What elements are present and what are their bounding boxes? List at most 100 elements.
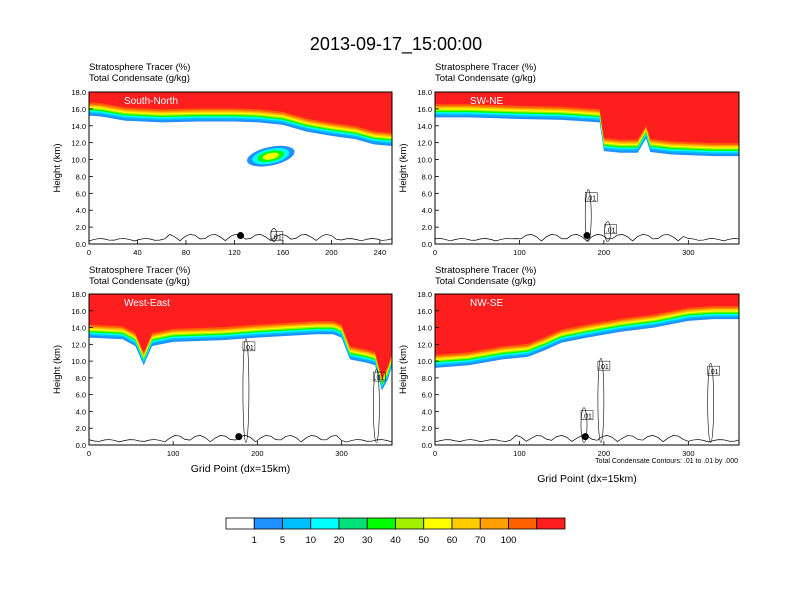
contour-label-box-1	[580, 410, 594, 420]
y-tick-label: 16.0	[417, 105, 432, 114]
legend-line-1: Stratosphere Tracer (%)	[435, 265, 536, 276]
y-axis-label: Height (km)	[52, 143, 63, 192]
condensate-contour-cell-1	[580, 407, 588, 443]
panel-name: West-East	[124, 298, 170, 309]
contour-label-0: .01	[244, 345, 254, 352]
location-marker	[581, 433, 589, 441]
y-tick-label: 14.0	[71, 122, 86, 131]
x-tick-label: 240	[374, 248, 387, 257]
y-tick-label: 6.0	[422, 391, 432, 400]
x-tick-label: 80	[182, 248, 190, 257]
colorbar-swatch-10	[508, 517, 538, 530]
y-tick-label: 18.0	[71, 88, 86, 97]
x-tick-label: 200	[325, 248, 338, 257]
contour-label-2: .01	[709, 369, 719, 376]
y-tick-label: 0.0	[76, 240, 86, 249]
y-tick-label: 18.0	[417, 88, 432, 97]
panel-nw-se: Stratosphere Tracer (%) Total Condensate…	[398, 265, 740, 485]
y-tick-label: 8.0	[422, 172, 432, 181]
x-tick-label: 200	[251, 449, 264, 458]
y-tick-label: 8.0	[422, 374, 432, 383]
y-tick-label: 6.0	[76, 391, 86, 400]
contour-note: Total Condensate Contours: .01 to .01 by…	[595, 458, 738, 465]
y-tick-label: 14.0	[417, 324, 432, 333]
tracer-field	[435, 92, 739, 242]
colorbar-swatch-11	[536, 517, 566, 530]
y-tick-label: 16.0	[71, 307, 86, 316]
contour-label-0: .01	[599, 364, 609, 371]
y-tick-label: 10.0	[417, 156, 432, 165]
colorbar-swatch-5	[366, 517, 396, 530]
colorbar-swatch-0	[225, 517, 255, 530]
y-tick-label: 2.0	[76, 424, 86, 433]
contour-label-0: .01	[272, 234, 282, 241]
x-tick-label: 100	[513, 449, 526, 458]
legend-line-2: Total Condensate (g/kg)	[435, 276, 536, 287]
location-marker	[583, 232, 591, 240]
legend-line-1: Stratosphere Tracer (%)	[89, 62, 190, 73]
contour-label-1: .01	[582, 414, 592, 421]
tracer-field	[435, 294, 739, 443]
y-tick-label: 14.0	[417, 122, 432, 131]
colorbar-swatch-8	[451, 517, 481, 530]
plot-frame	[434, 91, 740, 245]
y-axis-label: Height (km)	[398, 143, 409, 192]
condensate-contour-cell-0	[597, 357, 605, 443]
y-tick-label: 8.0	[76, 172, 86, 181]
y-tick-label: 8.0	[76, 374, 86, 383]
x-tick-label: 200	[598, 248, 611, 257]
y-tick-label: 6.0	[422, 189, 432, 198]
x-tick-label: 0	[87, 449, 91, 458]
contour-label-box-0	[270, 231, 284, 241]
y-tick-label: 0.0	[422, 240, 432, 249]
x-tick-label: 0	[433, 449, 437, 458]
condensate-contour-cell-0	[242, 338, 250, 443]
contour-label-box-2	[707, 365, 720, 376]
x-tick-label: 300	[682, 248, 695, 257]
contour-label-1: .01	[606, 228, 616, 235]
tracer-field	[89, 294, 392, 443]
x-tick-label: 160	[277, 248, 290, 257]
x-tick-label: 300	[682, 449, 695, 458]
panel-sw-ne: Stratosphere Tracer (%) Total Condensate…	[398, 62, 740, 257]
y-axis-label: Height (km)	[52, 345, 63, 394]
panel-south-north: Stratosphere Tracer (%) Total Condensate…	[52, 62, 393, 257]
y-tick-label: 10.0	[417, 357, 432, 366]
panel-name: SW-NE	[470, 96, 503, 107]
tracer-blob-3	[262, 152, 279, 160]
legend-line-1: Stratosphere Tracer (%)	[89, 265, 190, 276]
y-tick-label: 12.0	[417, 139, 432, 148]
y-axis-label: Height (km)	[398, 345, 409, 394]
x-tick-label: 0	[433, 248, 437, 257]
y-tick-label: 4.0	[422, 407, 432, 416]
contour-label-box-0	[597, 360, 611, 371]
x-axis-label: Grid Point (dx=15km)	[191, 463, 291, 475]
x-tick-label: 200	[598, 449, 611, 458]
y-tick-label: 12.0	[71, 340, 86, 349]
x-tick-label: 0	[87, 248, 91, 257]
contour-label-box-0	[584, 192, 598, 202]
x-tick-label: 120	[228, 248, 241, 257]
colorbar-swatch-2	[282, 517, 312, 530]
y-tick-label: 2.0	[76, 223, 86, 232]
y-tick-label: 4.0	[76, 206, 86, 215]
tracer-band-9	[435, 92, 739, 144]
colorbar-label-8: 70	[475, 535, 486, 546]
colorbar-swatch-3	[310, 517, 340, 530]
colorbar-swatch-1	[253, 517, 283, 530]
panel-name: NW-SE	[470, 298, 503, 309]
tracer-band-9	[89, 92, 392, 133]
y-tick-label: 18.0	[71, 290, 86, 299]
contour-label-0: .01	[586, 196, 596, 203]
x-tick-label: 100	[513, 248, 526, 257]
y-tick-label: 0.0	[76, 441, 86, 450]
colorbar: 1 5 10 20 30 40 50 60 70 100	[225, 517, 566, 546]
colorbar-label-1: 5	[280, 535, 285, 546]
contour-label-1: .01	[375, 375, 385, 382]
colorbar-swatch-6	[395, 517, 425, 530]
legend-line-2: Total Condensate (g/kg)	[89, 276, 190, 287]
legend-line-2: Total Condensate (g/kg)	[89, 73, 190, 84]
tracer-band-9	[435, 294, 739, 355]
condensate-contour-cell-0	[584, 189, 592, 242]
